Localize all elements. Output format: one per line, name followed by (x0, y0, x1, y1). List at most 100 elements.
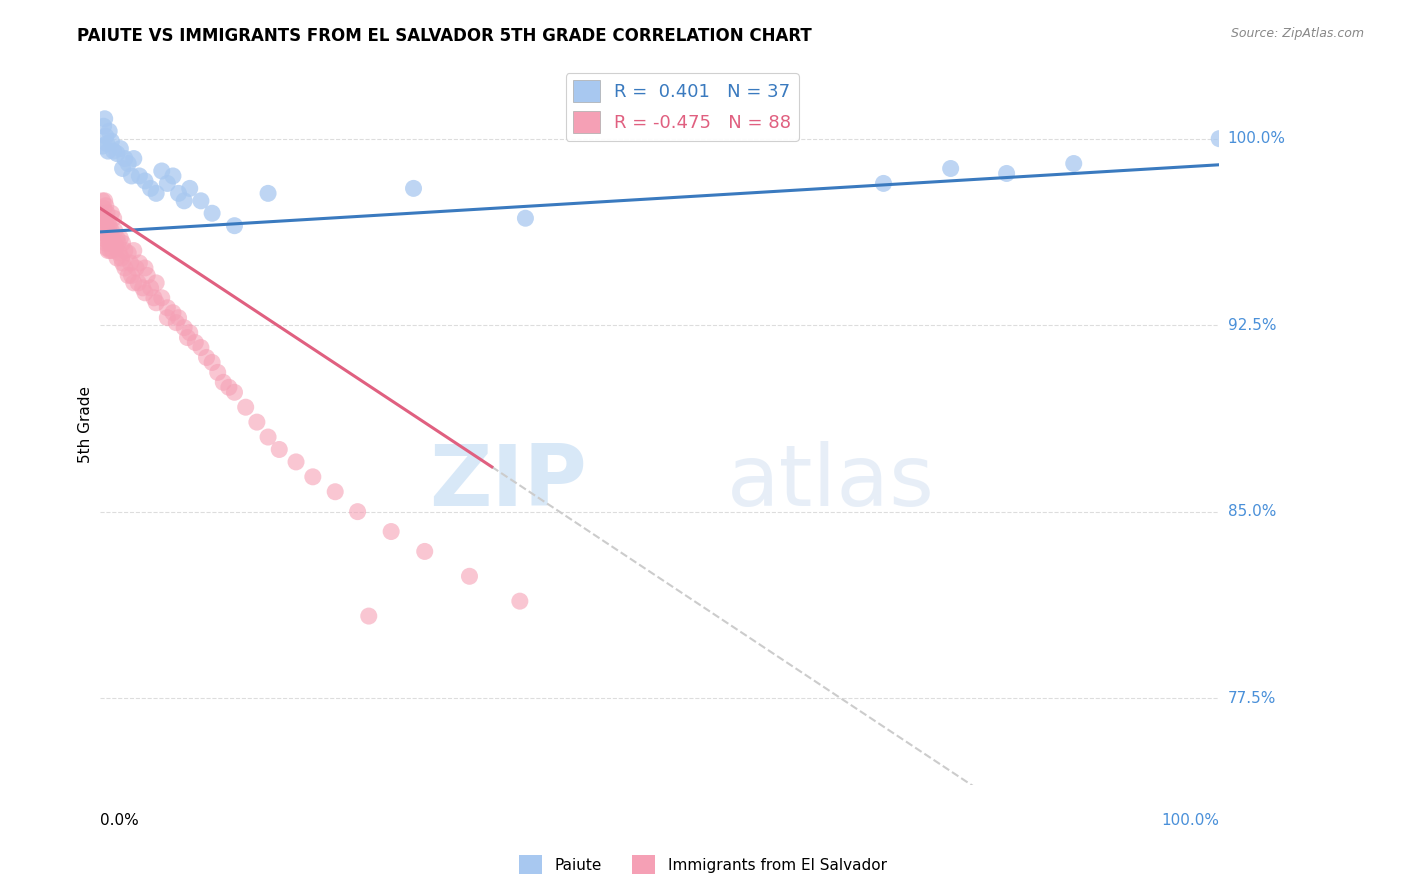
Point (128, 256, 150, 270)
Point (162, 169, 184, 183)
Point (134, 174, 156, 188)
Point (179, 326, 201, 340)
Text: Source: ZipAtlas.com: Source: ZipAtlas.com (1230, 27, 1364, 40)
Point (114, 152, 136, 166)
Point (145, 186, 167, 201)
Point (872, 177, 894, 191)
Point (103, 211, 125, 226)
Point (98, 226, 121, 240)
Point (91, 194, 114, 208)
Point (105, 231, 128, 245)
Point (105, 146, 128, 161)
Point (97, 144, 120, 158)
Point (114, 244, 136, 258)
Point (235, 401, 257, 415)
Point (98, 236, 121, 251)
Point (458, 569, 481, 583)
Point (218, 380, 240, 394)
Point (939, 161, 962, 176)
Point (98, 124, 121, 138)
Point (103, 144, 125, 158)
Text: ZIP: ZIP (429, 441, 586, 524)
Point (97, 231, 120, 245)
Point (93, 201, 115, 215)
Point (139, 181, 162, 195)
Text: 100.0%: 100.0% (1161, 813, 1219, 828)
Legend: R =  0.401   N = 37, R = -0.475   N = 88: R = 0.401 N = 37, R = -0.475 N = 88 (565, 73, 799, 141)
Point (93, 226, 115, 240)
Legend: Paiute, Immigrants from El Salvador: Paiute, Immigrants from El Salvador (513, 849, 893, 880)
Point (134, 285, 156, 300)
Point (142, 291, 165, 305)
Point (93, 120, 115, 134)
Point (145, 276, 167, 290)
Point (207, 365, 229, 379)
Point (201, 206, 224, 220)
Point (93, 211, 115, 226)
Point (176, 330, 198, 344)
Point (93, 211, 115, 226)
Point (96, 206, 118, 220)
Point (285, 455, 308, 469)
Point (91, 139, 114, 153)
Point (104, 224, 127, 238)
Point (93, 112, 115, 126)
Point (100, 236, 122, 251)
Point (156, 177, 179, 191)
Point (91, 231, 114, 245)
Point (108, 246, 131, 260)
Point (413, 544, 436, 558)
Point (190, 341, 212, 355)
Point (190, 194, 212, 208)
Point (100, 134, 122, 148)
Point (201, 355, 224, 369)
Point (122, 152, 145, 166)
Point (120, 256, 142, 270)
Point (162, 306, 184, 320)
Point (150, 164, 173, 178)
Point (301, 470, 323, 484)
Point (509, 594, 531, 608)
Point (98, 219, 121, 233)
Y-axis label: 5th Grade: 5th Grade (79, 386, 93, 463)
Point (127, 276, 149, 290)
Text: 77.5%: 77.5% (1227, 690, 1275, 706)
Point (104, 238, 127, 252)
Point (246, 415, 269, 429)
Point (184, 335, 207, 350)
Point (150, 291, 173, 305)
Point (212, 376, 235, 390)
Point (167, 186, 190, 201)
Point (101, 244, 124, 258)
Point (94, 216, 117, 230)
Point (357, 609, 380, 624)
Point (94, 199, 117, 213)
Point (101, 231, 124, 245)
Point (97, 213, 120, 227)
Point (165, 316, 187, 330)
Point (110, 142, 132, 156)
Point (136, 268, 159, 283)
Point (111, 236, 134, 251)
Point (122, 276, 145, 290)
Point (173, 320, 195, 334)
Point (96, 241, 118, 255)
Point (103, 236, 125, 251)
Point (121, 169, 143, 183)
Point (93, 219, 115, 233)
Point (402, 181, 425, 195)
Point (125, 260, 148, 275)
Point (114, 260, 136, 275)
Point (269, 442, 291, 457)
Point (107, 236, 129, 251)
Point (110, 231, 132, 245)
Point (156, 310, 179, 325)
Point (257, 186, 280, 201)
Point (96, 224, 118, 238)
Point (323, 484, 346, 499)
Text: 0.0%: 0.0% (100, 813, 139, 828)
Point (346, 505, 368, 519)
Point (100, 206, 122, 220)
Point (134, 260, 156, 275)
Point (111, 256, 134, 270)
